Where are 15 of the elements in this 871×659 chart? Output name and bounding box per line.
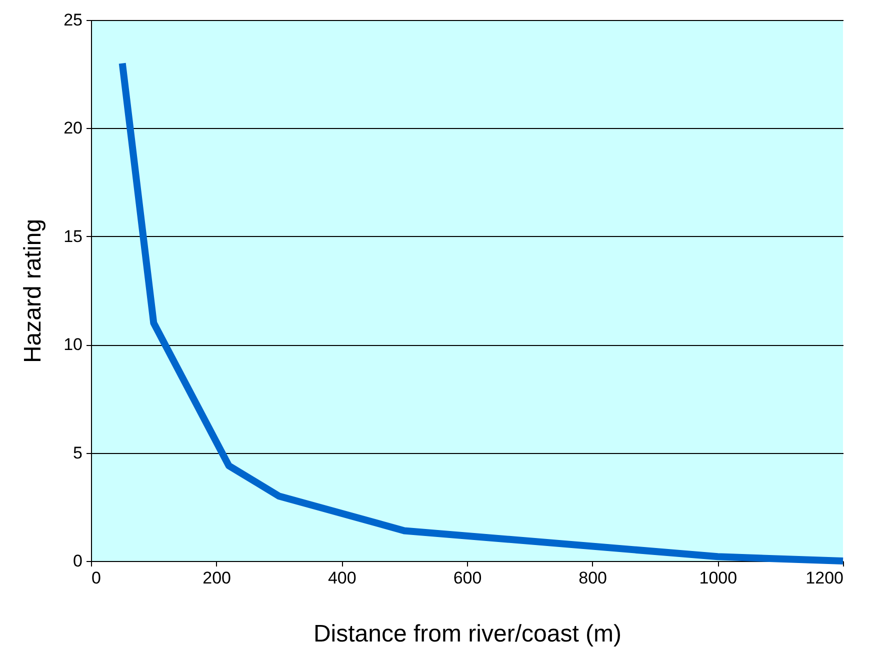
y-tick-label: 15	[64, 226, 82, 246]
y-tick-label: 10	[64, 335, 82, 354]
x-tick-label: 200	[202, 568, 232, 588]
y-tick-label: 0	[73, 552, 82, 570]
y-axis-title: Hazard rating	[20, 218, 47, 364]
y-tick-label: 25	[64, 10, 82, 30]
x-axis-title: Distance from river/coast (m)	[313, 620, 622, 648]
x-tick-label: 0	[92, 568, 101, 588]
x-tick-label: 1000	[699, 568, 738, 588]
x-tick-label: 1200	[806, 568, 844, 588]
y-tick-label: 5	[73, 443, 82, 462]
x-tick-label: 800	[578, 568, 608, 588]
x-tick-label: 600	[453, 568, 482, 588]
x-tick-label: 400	[328, 568, 356, 588]
y-tick-label: 20	[64, 118, 82, 138]
